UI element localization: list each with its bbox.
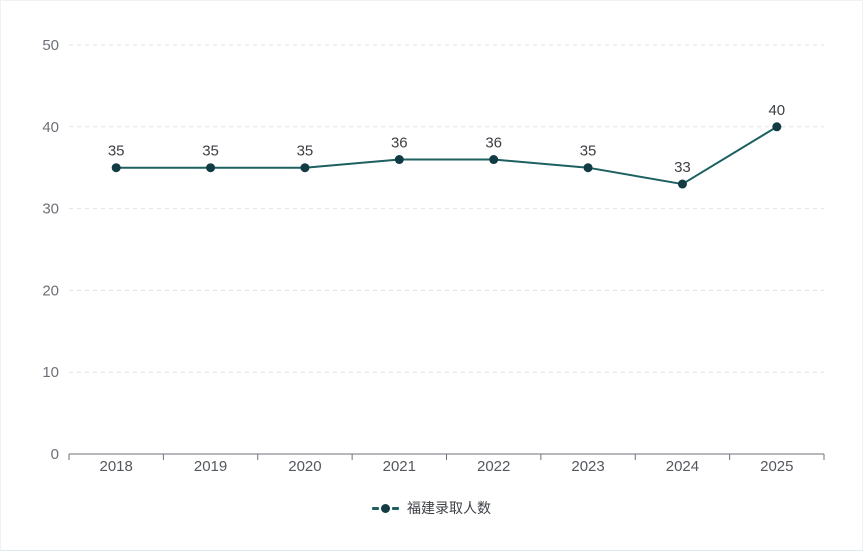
- data-label-2023: 35: [580, 143, 597, 160]
- data-point-2023[interactable]: [583, 163, 593, 173]
- x-axis-label-2019: 2019: [194, 458, 227, 475]
- data-point-2019[interactable]: [206, 163, 216, 173]
- y-axis-tick-label: 30: [42, 201, 59, 218]
- series-line: [115, 125, 778, 186]
- data-label-2022: 36: [485, 135, 502, 152]
- data-label-2018: 35: [108, 143, 125, 160]
- y-axis-tick-label: 40: [42, 119, 59, 136]
- data-point-2018[interactable]: [111, 163, 121, 173]
- data-label-2021: 36: [391, 135, 408, 152]
- data-label-2025: 40: [768, 102, 785, 119]
- x-axis-label-2018: 2018: [100, 458, 133, 475]
- data-point-2020[interactable]: [300, 163, 310, 173]
- x-axis-label-2023: 2023: [571, 458, 604, 475]
- data-point-2024[interactable]: [677, 179, 687, 189]
- legend-line-dot-marker: [372, 503, 399, 513]
- x-axis-label-2020: 2020: [288, 458, 321, 475]
- y-axis-tick-label: 10: [42, 364, 59, 381]
- line-chart: 0 10 20 30 40 50 2018 2019 2020 2021 2022 2023 2024 2…: [42, 37, 825, 475]
- x-axis-label-2025: 2025: [760, 458, 793, 475]
- data-point-2021[interactable]: [394, 155, 404, 165]
- data-point-2025[interactable]: [772, 122, 782, 132]
- data-label-2019: 35: [202, 143, 219, 160]
- data-label-2024: 33: [674, 159, 691, 176]
- y-axis-tick-label: 50: [42, 37, 59, 54]
- legend-dot: [381, 503, 390, 513]
- x-axis-label-2024: 2024: [666, 458, 699, 475]
- legend-dash-right: [392, 506, 399, 510]
- data-point-2022[interactable]: [489, 155, 499, 165]
- legend-dash-left: [372, 506, 379, 510]
- x-axis-label-2022: 2022: [477, 458, 510, 475]
- legend-item[interactable]: 福建录取人数: [1, 496, 862, 520]
- legend-label: 福建录取人数: [407, 500, 491, 516]
- y-axis-tick-label: 0: [51, 446, 59, 463]
- x-axis-label-2021: 2021: [383, 458, 416, 475]
- y-axis-tick-label: 20: [42, 282, 59, 299]
- data-label-2020: 35: [297, 143, 314, 160]
